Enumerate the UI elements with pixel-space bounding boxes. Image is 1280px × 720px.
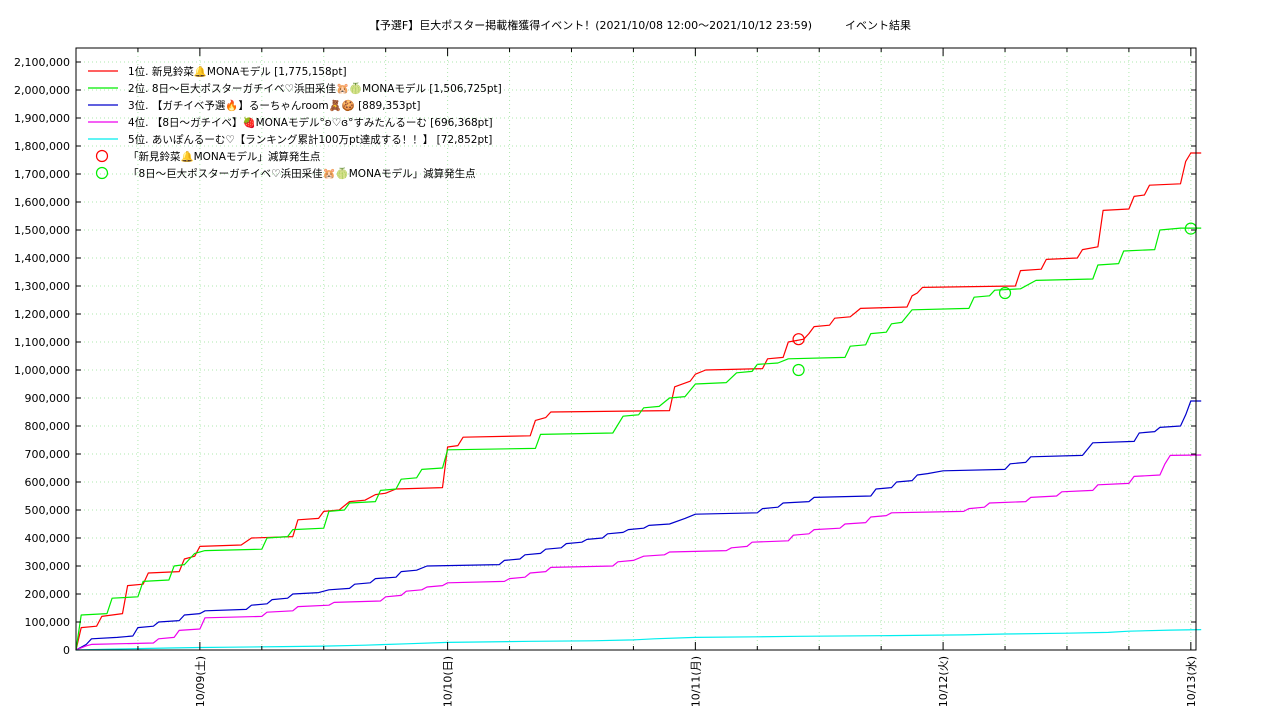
series-line [75, 152, 1202, 651]
y-tick-label: 1,700,000 [14, 168, 70, 181]
y-tick-label: 0 [63, 644, 70, 657]
legend-label: 1位. 新見鈴菜🔔MONAモデル [1,775,158pt] [128, 65, 347, 78]
y-tick-label: 600,000 [25, 476, 71, 489]
legend-label: 3位. 【ガチイベ予選🔥】るーちゃんroom🧸🍪 [889,353pt] [128, 99, 420, 112]
axes: 0 100,000 200,000 300,000 400,000 500,000 600,… [14, 48, 1198, 707]
y-tick-label: 1,000,000 [14, 364, 70, 377]
x-tick-label: 10/11(月) [689, 656, 702, 707]
y-tick-label: 1,400,000 [14, 252, 70, 265]
event-marker [792, 363, 805, 377]
y-tick-label: 400,000 [25, 532, 71, 545]
y-tick-label: 1,600,000 [14, 196, 70, 209]
y-tick-label: 200,000 [25, 588, 71, 601]
y-tick-label: 2,100,000 [14, 56, 70, 69]
legend-label: 「新見鈴菜🔔MONAモデル」減算発生点 [128, 150, 320, 163]
y-tick-label: 1,900,000 [14, 112, 70, 125]
series-line [75, 227, 1202, 651]
y-tick-label: 1,800,000 [14, 140, 70, 153]
y-tick-label: 1,300,000 [14, 280, 70, 293]
x-tick-label: 10/12(火) [937, 656, 950, 707]
plot-background [76, 48, 1196, 650]
grid [75, 48, 1196, 650]
event-marker [792, 333, 805, 346]
event-marker [998, 286, 1012, 300]
y-tick-label: 1,500,000 [14, 224, 70, 237]
legend-label: 5位. あいぽんるーむ♡【ランキング累計100万pt達成する！！】 [72,85… [128, 133, 492, 146]
legend-marker [95, 149, 109, 163]
y-tick-label: 800,000 [25, 420, 71, 433]
y-tick-label: 1,200,000 [14, 308, 70, 321]
legend-label: 2位. 8日～巨大ポスターガチイベ♡浜田采佳🐹🍈MONAモデル [1,506,7… [128, 82, 502, 95]
y-tick-label: 500,000 [25, 504, 71, 517]
x-tick-label: 10/09(土) [194, 656, 207, 707]
series-line [75, 400, 1202, 651]
legend-marker [95, 166, 109, 180]
legend-label: 4位. 【8日～ガチイベ】🍓MONAモデル°ʚ♡ɞ°すみたんるーむ [696,3… [128, 116, 493, 129]
x-tick-label: 10/10(日) [442, 656, 455, 707]
y-tick-label: 2,000,000 [14, 84, 70, 97]
legend: 1位. 新見鈴菜🔔MONAモデル [1,775,158pt] 2位. 8日～巨大ポ… [88, 65, 502, 180]
y-tick-label: 100,000 [25, 616, 71, 629]
y-tick-label: 1,100,000 [14, 336, 70, 349]
y-tick-label: 300,000 [25, 560, 71, 573]
y-tick-label: 700,000 [25, 448, 71, 461]
x-tick-label: 10/13(水) [1185, 656, 1198, 707]
plot-frame [75, 47, 1197, 651]
chart-title: 【予選F】巨大ポスター掲載権獲得イベント！(2021/10/08 12:00～2… [368, 19, 912, 32]
series-line [75, 629, 1202, 651]
legend-label: 「8日～巨大ポスターガチイベ♡浜田采佳🐹🍈MONAモデル」減算発生点 [128, 167, 476, 180]
series-line [75, 454, 1202, 651]
y-tick-label: 900,000 [25, 392, 71, 405]
series-lines [75, 152, 1202, 651]
